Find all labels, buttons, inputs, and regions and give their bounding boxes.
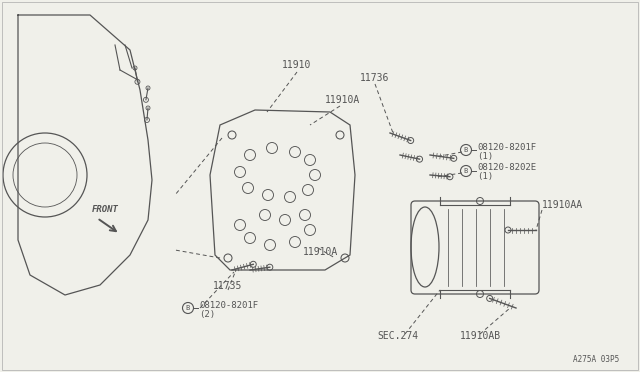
Text: FRONT: FRONT <box>92 205 119 215</box>
Text: (2): (2) <box>199 310 215 318</box>
Text: 11910A: 11910A <box>324 95 360 105</box>
Text: B: B <box>464 168 468 174</box>
Text: (1): (1) <box>477 151 493 160</box>
Text: 11910A: 11910A <box>302 247 338 257</box>
Text: 11910: 11910 <box>282 60 312 70</box>
Text: 08120-8202E: 08120-8202E <box>477 164 536 173</box>
Text: 08120-8201F: 08120-8201F <box>477 142 536 151</box>
Text: (1): (1) <box>477 173 493 182</box>
Text: 11735: 11735 <box>213 281 243 291</box>
Text: B: B <box>464 147 468 153</box>
Text: 11736: 11736 <box>360 73 390 83</box>
Text: 08120-8201F: 08120-8201F <box>199 301 258 310</box>
Text: B: B <box>186 305 190 311</box>
Text: SEC.274: SEC.274 <box>378 331 419 341</box>
Text: 11910AB: 11910AB <box>460 331 500 341</box>
Text: 11910AA: 11910AA <box>542 200 583 210</box>
Text: A275A 03P5: A275A 03P5 <box>573 356 619 365</box>
